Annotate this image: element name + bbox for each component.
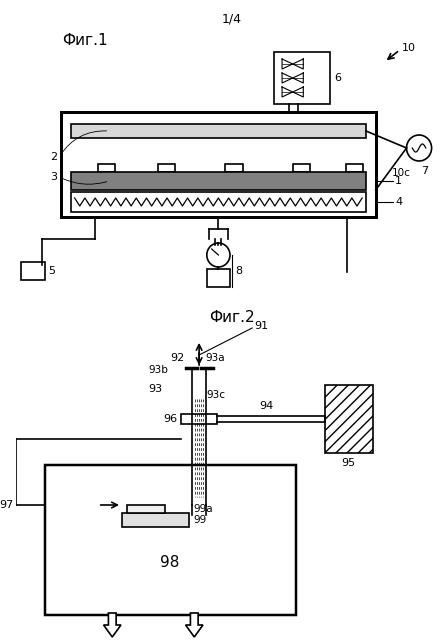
Text: Фиг.2: Фиг.2 bbox=[209, 310, 255, 325]
Bar bbox=[122, 513, 190, 527]
Text: 99a: 99a bbox=[193, 504, 213, 514]
Text: 1/4: 1/4 bbox=[222, 12, 242, 25]
Text: 93c: 93c bbox=[207, 390, 226, 400]
Text: 3: 3 bbox=[50, 172, 57, 182]
Text: 95: 95 bbox=[341, 458, 356, 468]
Bar bbox=[346, 164, 363, 172]
Text: 91: 91 bbox=[254, 321, 268, 331]
Text: 93: 93 bbox=[148, 384, 163, 394]
Text: 8: 8 bbox=[235, 266, 242, 276]
Bar bbox=[71, 172, 366, 190]
Bar bbox=[324, 385, 373, 453]
Text: 93b: 93b bbox=[148, 365, 168, 375]
Text: 99: 99 bbox=[193, 515, 207, 525]
Bar bbox=[207, 269, 230, 287]
Bar bbox=[98, 164, 115, 172]
Bar bbox=[181, 414, 217, 424]
Polygon shape bbox=[103, 613, 121, 637]
Text: 92: 92 bbox=[170, 353, 185, 363]
Text: 10c: 10c bbox=[392, 168, 411, 178]
Text: 96: 96 bbox=[164, 414, 178, 424]
Bar bbox=[21, 262, 45, 280]
Text: 97: 97 bbox=[0, 500, 14, 510]
Text: 2: 2 bbox=[50, 152, 57, 162]
Bar bbox=[293, 164, 310, 172]
Text: 94: 94 bbox=[259, 401, 274, 411]
Text: 7: 7 bbox=[421, 166, 428, 176]
Bar bbox=[71, 124, 366, 138]
Text: 10: 10 bbox=[402, 43, 416, 53]
Text: 4: 4 bbox=[395, 197, 402, 207]
Text: 98: 98 bbox=[160, 555, 180, 570]
Bar bbox=[158, 164, 175, 172]
Circle shape bbox=[207, 243, 230, 267]
Bar bbox=[71, 192, 366, 212]
Bar bbox=[127, 505, 165, 513]
Text: 93a: 93a bbox=[205, 353, 224, 363]
Text: 5: 5 bbox=[48, 266, 56, 276]
Bar bbox=[225, 164, 242, 172]
Bar bbox=[274, 52, 330, 104]
Bar bbox=[61, 112, 375, 217]
Polygon shape bbox=[185, 613, 203, 637]
Text: Фиг.1: Фиг.1 bbox=[62, 33, 108, 48]
Bar bbox=[45, 465, 296, 615]
Text: 6: 6 bbox=[334, 73, 341, 83]
Text: 1: 1 bbox=[395, 176, 402, 186]
Circle shape bbox=[406, 135, 431, 161]
